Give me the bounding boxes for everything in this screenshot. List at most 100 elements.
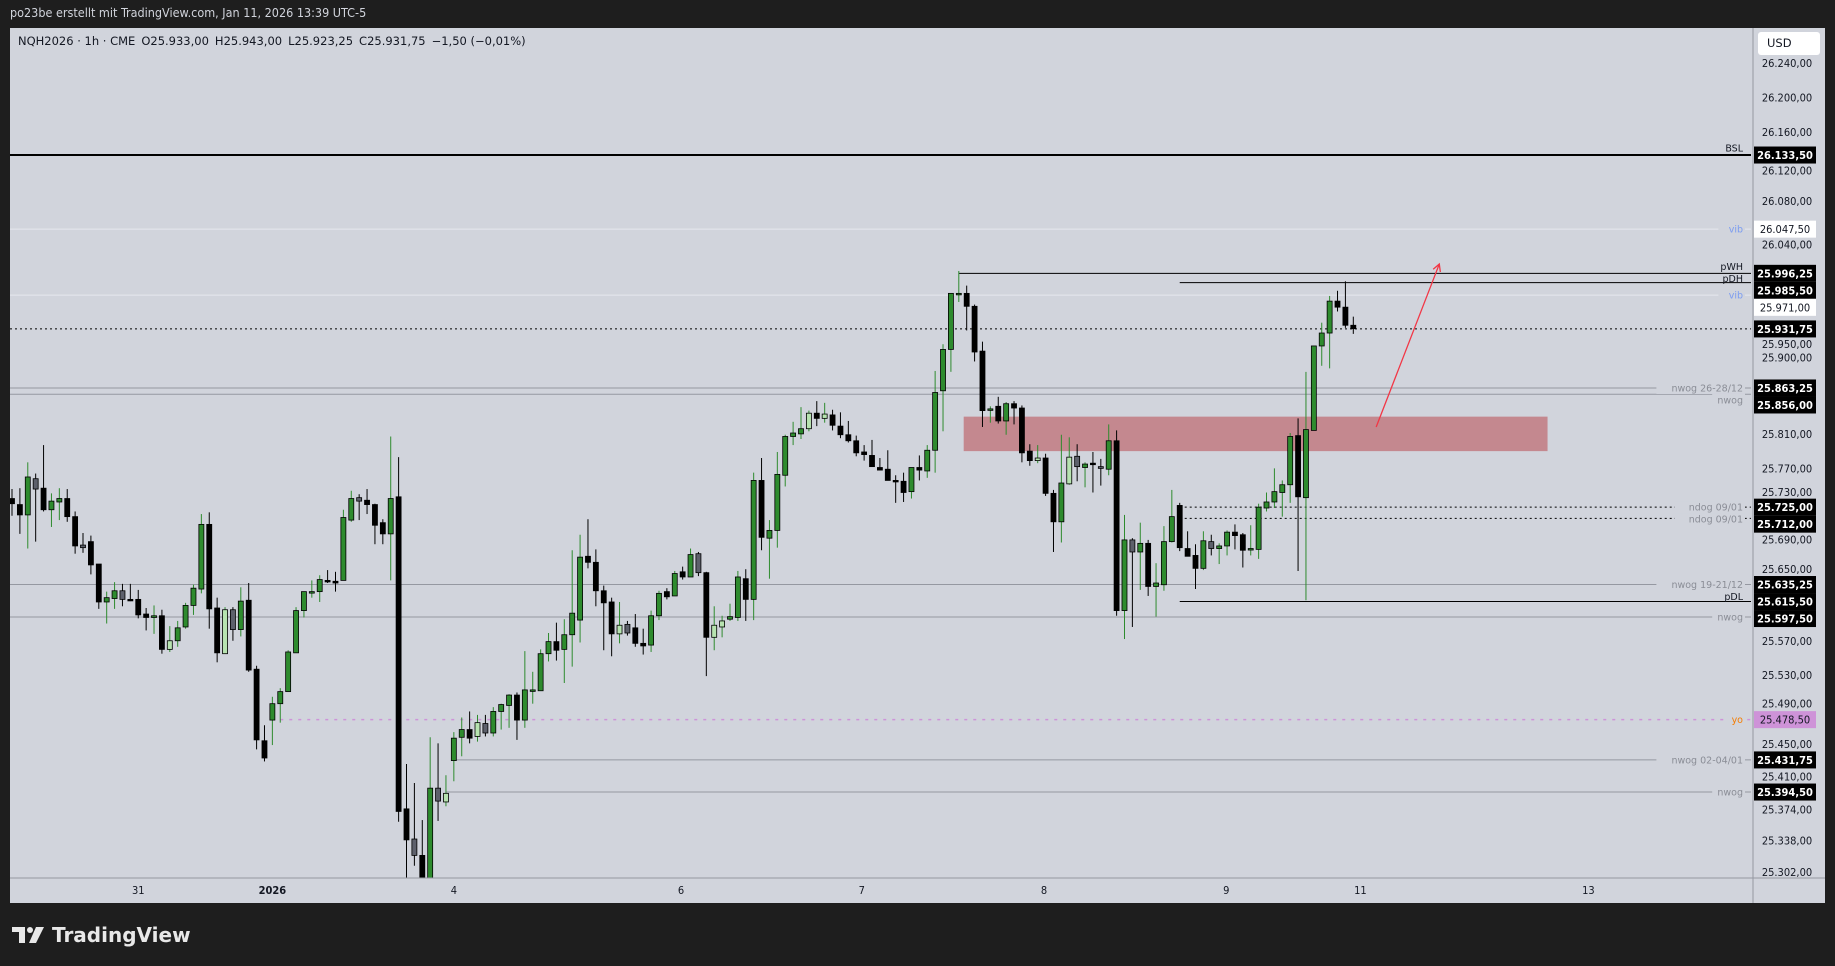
- candle: [285, 650, 292, 693]
- candle-body: [151, 615, 157, 618]
- time-tick-label: 8: [1041, 884, 1047, 897]
- candle-body: [316, 579, 323, 593]
- candle: [971, 304, 978, 362]
- candle-body: [277, 691, 284, 705]
- candle-body: [742, 578, 749, 600]
- price-label: 26.047,50: [1760, 223, 1810, 236]
- candle: [1287, 433, 1294, 503]
- candle: [1168, 489, 1175, 543]
- candle-body: [1350, 324, 1357, 330]
- candle: [561, 619, 568, 683]
- price-tick-label: 25.730,00: [1762, 486, 1812, 499]
- candle: [450, 732, 457, 782]
- price-label: 25.985,50: [1757, 284, 1813, 297]
- candle: [940, 344, 946, 432]
- candle: [24, 462, 31, 549]
- price-label-box: [1754, 711, 1816, 729]
- candle: [1295, 418, 1301, 571]
- candle-body: [1011, 403, 1017, 409]
- candle-body: [88, 541, 94, 566]
- price-label: 25.856,00: [1757, 399, 1813, 412]
- level-label: yo: [1732, 715, 1744, 726]
- time-tick-label: 11: [1354, 884, 1367, 897]
- tradingview-logo[interactable]: TradingView: [12, 923, 191, 947]
- candle: [1200, 531, 1207, 571]
- candle-body: [1097, 466, 1104, 469]
- price-label: 26.133,50: [1757, 149, 1813, 162]
- level-label: nwog 26-28/12: [1671, 383, 1743, 394]
- candle-body: [1161, 541, 1167, 586]
- candle: [1003, 401, 1010, 435]
- candle: [553, 622, 560, 661]
- level-label-bg: [1675, 501, 1745, 514]
- candle: [750, 472, 757, 621]
- candle: [1090, 451, 1096, 493]
- candle-body: [734, 576, 741, 618]
- price-axis[interactable]: 26.240,00 26.200,00 26.160,00 26.120,00 26.0…: [1754, 57, 1816, 879]
- candle-body: [545, 641, 552, 655]
- price-tick-label: 26.160,00: [1762, 126, 1812, 139]
- candle-body: [632, 627, 639, 644]
- price-tick-label: 25.302,00: [1762, 866, 1812, 879]
- price-tick-label: 25.650,00: [1762, 563, 1812, 576]
- candle: [624, 620, 631, 636]
- candle: [727, 603, 733, 621]
- supply-zone: [963, 416, 1548, 452]
- candle: [1019, 405, 1025, 463]
- candle: [1326, 295, 1333, 369]
- candle: [1097, 458, 1104, 486]
- level-label: nwog: [1717, 788, 1743, 799]
- candle: [1153, 563, 1159, 617]
- candle-body: [592, 561, 599, 592]
- candle-body: [1295, 435, 1301, 498]
- level-label-bg: [1656, 753, 1745, 766]
- candle: [577, 534, 583, 643]
- candle-body: [285, 651, 292, 693]
- candle-body: [995, 405, 1002, 422]
- candle: [364, 489, 370, 515]
- candle: [316, 575, 323, 602]
- candle-body: [80, 544, 86, 549]
- legend-open: O25.933,00: [141, 34, 209, 48]
- candle-body: [40, 487, 47, 511]
- candle-body: [379, 522, 386, 535]
- candle-body: [1310, 345, 1317, 431]
- candle-body: [766, 530, 773, 539]
- price-label-box: [1754, 320, 1816, 338]
- candle-body: [869, 455, 875, 468]
- price-label: 25.478,50: [1760, 714, 1810, 727]
- level-label-bg: [1656, 381, 1745, 394]
- candle-body: [301, 591, 307, 611]
- candle: [1176, 502, 1183, 552]
- candle-body: [608, 601, 615, 635]
- candle: [924, 445, 931, 478]
- candle: [159, 609, 165, 654]
- level-label-bg: [1712, 393, 1745, 406]
- candle-body: [214, 607, 221, 654]
- candle-body: [829, 414, 836, 426]
- price-label-box: [1754, 498, 1816, 516]
- candle: [458, 717, 465, 757]
- price-label-box: [1754, 379, 1816, 397]
- currency-button[interactable]: USD: [1758, 32, 1820, 55]
- candle-body: [553, 641, 560, 651]
- candle: [32, 473, 39, 542]
- candle: [679, 566, 686, 580]
- time-axis[interactable]: 31 2026 4 6 7 8 9 11 13: [132, 884, 1595, 897]
- candle: [853, 435, 860, 457]
- price-label-box: [1754, 593, 1816, 611]
- candle: [1184, 531, 1191, 557]
- candle: [1318, 322, 1325, 366]
- candle: [372, 503, 378, 545]
- trend-arrow: [1375, 263, 1440, 428]
- candle-body: [411, 838, 418, 856]
- candle-body: [1074, 455, 1081, 468]
- candle: [1342, 281, 1349, 328]
- candle-body: [332, 580, 339, 584]
- candle-body: [269, 703, 276, 721]
- chart-panel[interactable]: BSL vib pWH pDH vib nwog 26-28/12 nwog ndog 09/…: [10, 28, 1825, 903]
- price-tick-label: 25.950,00: [1762, 338, 1812, 351]
- candle-body: [877, 467, 883, 471]
- candle: [766, 520, 773, 579]
